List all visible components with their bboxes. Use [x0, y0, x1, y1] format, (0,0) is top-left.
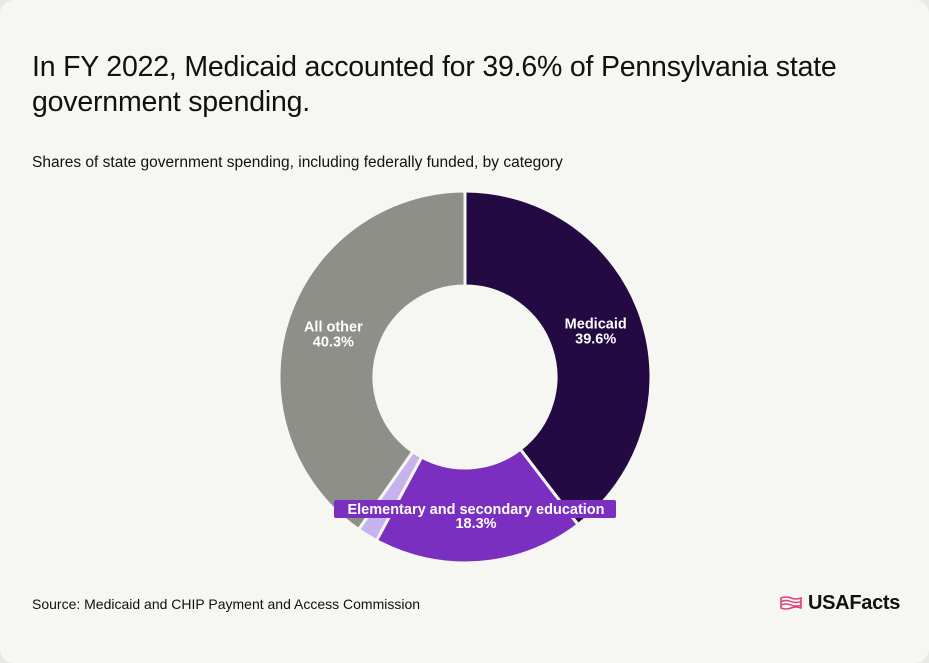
- slice-all-other: [277, 189, 467, 532]
- chart-title: In FY 2022, Medicaid accounted for 39.6%…: [32, 51, 837, 118]
- brand-name: USAFacts: [808, 592, 901, 614]
- flag-icon: [780, 595, 802, 610]
- label-background: [334, 500, 616, 518]
- slice-label: Elementary and secondary education: [347, 502, 604, 518]
- source-note: Source: Medicaid and CHIP Payment and Ac…: [32, 596, 421, 612]
- slice-label: All other: [304, 320, 363, 336]
- slice-value-label: 39.6%: [575, 332, 616, 348]
- slice-value-label: 18.3%: [455, 516, 496, 532]
- chart-subtitle: Shares of state government spending, inc…: [32, 154, 563, 171]
- slice-value-label: 40.3%: [313, 335, 354, 351]
- brand-logo: USAFacts: [780, 592, 900, 615]
- slice-label: Medicaid: [565, 317, 627, 333]
- slice-medicaid: [463, 189, 653, 527]
